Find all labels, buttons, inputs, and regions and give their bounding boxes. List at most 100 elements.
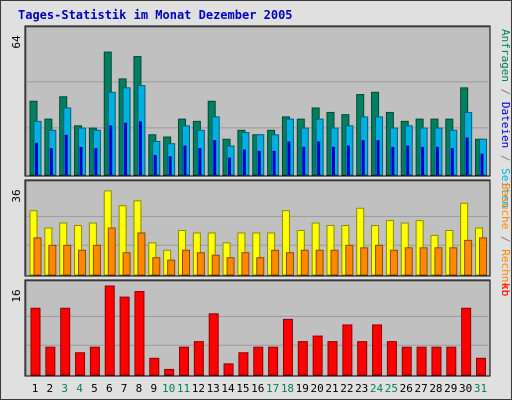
x-axis-day-label: 5: [91, 382, 98, 395]
bar-rechner-day-27: [419, 247, 428, 276]
bar-kb-day-31: [476, 357, 486, 376]
bar-kb-day-27: [416, 346, 427, 376]
bar-rechner-day-13: [211, 254, 220, 276]
bar-kb-day-22: [342, 324, 353, 376]
bar-rechner-day-15: [241, 252, 250, 276]
bar-rechner-day-1: [33, 237, 42, 276]
bar-seiten-day-26: [406, 145, 410, 175]
x-axis-day-label: 17: [266, 382, 279, 395]
x-axis-day-label: 30: [459, 382, 472, 395]
y-axis-max-label: 64: [10, 35, 23, 49]
bar-seiten-day-12: [198, 148, 202, 175]
x-axis-day-label: 4: [76, 382, 83, 395]
bar-seiten-day-21: [332, 146, 335, 175]
x-axis-day-label: 6: [106, 382, 113, 395]
bar-rechner-day-21: [330, 249, 339, 276]
bar-kb-day-19: [297, 341, 308, 376]
bar-seiten-day-28: [435, 146, 439, 175]
bar-kb-day-9: [149, 357, 160, 376]
bar-seiten-day-16: [257, 150, 261, 175]
bar-kb-day-11: [179, 346, 189, 376]
bar-kb-day-23: [357, 341, 368, 376]
panel-top: 64 Anfragen / Dateien / Seiten: [10, 25, 512, 208]
bar-kb-day-1: [30, 307, 41, 376]
x-axis-day-label: 21: [325, 382, 338, 395]
bar-rechner-day-25: [389, 249, 398, 276]
bar-rechner-day-20: [315, 249, 324, 276]
bar-seiten-day-6: [109, 125, 113, 175]
bar-seiten-day-18: [287, 141, 291, 175]
bar-seiten-day-10: [168, 156, 172, 175]
bar-rechner-day-28: [434, 247, 443, 276]
bar-rechner-day-2: [48, 244, 57, 276]
x-axis-day-label: 28: [429, 382, 442, 395]
bar-rechner-day-5: [92, 244, 101, 276]
bar-rechner-day-26: [404, 247, 413, 276]
x-axis-day-label: 10: [162, 382, 175, 395]
bar-rechner-day-24: [375, 244, 384, 276]
bar-seiten-day-8: [138, 121, 142, 175]
bar-rechner-day-7: [122, 252, 131, 276]
x-axis-day-label: 23: [355, 382, 368, 395]
bar-rechner-day-16: [256, 257, 265, 276]
x-axis-day-label: 1: [32, 382, 39, 395]
bar-rechner-day-4: [78, 249, 87, 276]
panel-middle: 36 Besuche / Rechner: [10, 179, 512, 296]
y-axis-max-label: 16: [10, 289, 23, 302]
bar-kb-day-16: [253, 346, 264, 376]
bar-kb-day-8: [134, 291, 145, 376]
bar-seiten-day-22: [346, 145, 350, 175]
bar-rechner-day-19: [300, 249, 309, 276]
bar-kb-day-12: [193, 341, 204, 376]
x-axis-day-label: 22: [340, 382, 353, 395]
bar-kb-day-26: [401, 346, 412, 376]
bar-kb-day-18: [282, 318, 293, 376]
x-axis-day-label: 8: [136, 382, 143, 395]
bar-seiten-day-24: [376, 140, 380, 175]
x-axis-day-label: 25: [385, 382, 398, 395]
x-axis-day-label: 14: [221, 382, 235, 395]
bar-rechner-day-3: [63, 244, 72, 276]
y-axis-max-label: 36: [10, 189, 23, 202]
bar-rechner-day-17: [271, 249, 280, 276]
bar-seiten-day-19: [302, 146, 306, 175]
bar-rechner-day-14: [226, 257, 235, 276]
bar-rechner-day-11: [182, 249, 190, 276]
bar-seiten-day-1: [35, 142, 38, 175]
bar-rechner-day-9: [152, 257, 161, 276]
x-axis-day-label: 2: [47, 382, 54, 395]
bar-seiten-day-4: [79, 146, 83, 175]
bar-rechner-day-29: [449, 247, 458, 276]
bar-rechner-day-30: [464, 239, 473, 276]
panel-right-label-part: Rechner: [499, 249, 512, 296]
bar-rechner-day-23: [360, 247, 369, 276]
bar-kb-day-21: [327, 341, 338, 376]
x-axis-day-label: 11: [177, 382, 190, 395]
bar-seiten-day-20: [317, 141, 321, 175]
panel-right-label-part: /: [499, 148, 512, 168]
bar-rechner-day-8: [137, 232, 146, 276]
panel-bottom: 16 kb: [10, 279, 512, 377]
bar-kb-day-29: [446, 346, 457, 376]
bar-kb-day-5: [89, 346, 100, 376]
x-axis-day-label: 26: [400, 382, 413, 395]
panel-right-label-part: /: [499, 82, 512, 102]
bar-seiten-day-11: [183, 145, 187, 175]
x-axis-day-label: 9: [150, 382, 157, 395]
panel-right-label-part: Dateien: [499, 102, 512, 148]
bar-kb-day-13: [208, 313, 219, 376]
panel-right-label: Besuche / Rechner: [499, 183, 512, 296]
bar-kb-day-20: [312, 335, 323, 376]
x-axis-day-label: 19: [296, 382, 309, 395]
x-axis-day-label: 7: [121, 382, 128, 395]
x-axis-day-label: 15: [236, 382, 249, 395]
bar-kb-day-15: [238, 352, 249, 376]
bar-seiten-day-14: [228, 157, 232, 175]
bar-seiten-day-3: [64, 134, 68, 175]
panel-right-label: Anfragen / Dateien / Seiten: [499, 29, 512, 208]
x-axis-day-label: 13: [207, 382, 220, 395]
panel-right-label-part: Seiten: [499, 168, 512, 208]
x-axis-day-label: 29: [444, 382, 457, 395]
bar-rechner-day-10: [167, 259, 176, 276]
